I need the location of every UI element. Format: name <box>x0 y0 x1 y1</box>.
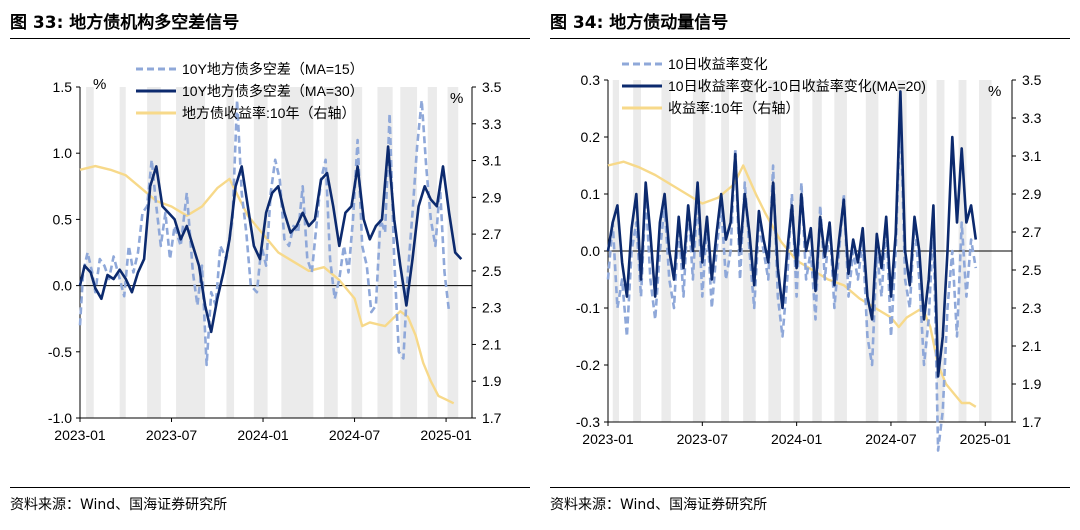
left-tick-label: 0.2 <box>581 129 601 145</box>
left-tick-label: 0.3 <box>581 72 601 88</box>
shaded-band <box>447 87 459 418</box>
legend-label-3: 收益率:10年（右轴） <box>668 100 799 116</box>
legend-label-3: 地方债收益率:10年（右轴） <box>182 105 355 121</box>
left-tick-label: 0.5 <box>53 211 73 227</box>
shaded-band <box>226 87 235 418</box>
left-unit-label: % <box>93 76 106 93</box>
right-tick-label: 1.9 <box>482 373 502 389</box>
figure-33-source: 资料来源：Wind、国海证券研究所 <box>10 497 228 513</box>
left-tick-label: 0.1 <box>581 186 601 202</box>
x-tick-label: 2024-01 <box>771 431 823 447</box>
shaded-band <box>119 87 126 418</box>
right-tick-label: 3.3 <box>482 116 502 132</box>
right-tick-label: 2.1 <box>482 336 502 352</box>
x-tick-label: 2025-01 <box>420 427 472 443</box>
figure-34-chart: 0.3 0.2 0.1 0.0 -0.1 -0.2 -0.3 3.5 3.3 3.1 2.9 2.7 2… <box>576 56 1042 452</box>
figure-34-name: 地方债动量信号 <box>609 13 729 33</box>
figure-34-title: 图 34: 地方债动量信号 <box>550 8 728 33</box>
right-tick-label: 1.9 <box>1022 376 1042 392</box>
left-tick-label: -0.5 <box>48 344 72 360</box>
series-line-2 <box>78 145 463 334</box>
right-tick-label: 1.7 <box>1022 414 1042 430</box>
right-tick-label: 2.5 <box>482 263 502 279</box>
right-tick-label: 2.3 <box>482 300 502 316</box>
shaded-band <box>400 87 418 418</box>
figure-33-name: 地方债机构多空差信号 <box>69 13 240 33</box>
figure-34-title-rule <box>550 38 1070 39</box>
right-tick-label: 2.3 <box>1022 300 1042 316</box>
right-tick-label: 3.5 <box>482 79 502 95</box>
x-tick-label: 2023-01 <box>582 431 634 447</box>
right-tick-label: 3.3 <box>1022 110 1042 126</box>
right-tick-label: 3.5 <box>1022 72 1042 88</box>
legend-label-1: 10Y地方债多空差（MA=15） <box>182 61 364 77</box>
shaded-band <box>324 87 338 418</box>
figure-33-chart: 1.5 1.0 0.5 0.0 -0.5 -1.0 3.5 3.3 3.1 2.9 2.7 2.5 2.… <box>48 61 502 443</box>
left-tick-label: 1.0 <box>53 145 73 161</box>
x-tick-label: 2023-07 <box>677 431 729 447</box>
figure-34-number: 图 34: <box>550 13 604 33</box>
right-tick-label: 2.1 <box>1022 338 1042 354</box>
right-unit-label: % <box>988 83 1001 100</box>
right-tick-label: 1.7 <box>482 410 502 426</box>
left-tick-label: 0.0 <box>53 278 73 294</box>
figure-34-source: 资料来源：Wind、国海证券研究所 <box>550 497 768 513</box>
figure-33: 图 33: 地方债机构多空差信号 1.5 1.0 0.5 0.0 -0.5 -1.0 3.5… <box>10 0 530 530</box>
right-unit-label: % <box>450 90 463 107</box>
left-tick-label: -0.1 <box>576 300 600 316</box>
right-tick-label: 2.5 <box>1022 262 1042 278</box>
shaded-band <box>281 87 314 418</box>
right-tick-label: 2.9 <box>482 189 502 205</box>
x-tick-label: 2024-01 <box>237 427 289 443</box>
figure-33-source-rule <box>10 487 530 488</box>
left-tick-label: -0.3 <box>576 414 600 430</box>
right-tick-label: 2.7 <box>1022 224 1042 240</box>
left-tick-label: 0.0 <box>581 243 601 259</box>
figure-33-title: 图 33: 地方债机构多空差信号 <box>10 8 239 33</box>
x-tick-label: 2023-07 <box>146 427 198 443</box>
shaded-band <box>86 87 94 418</box>
figure-33-number: 图 33: <box>10 13 64 33</box>
shaded-band <box>427 87 437 418</box>
x-tick-label: 2023-01 <box>54 427 106 443</box>
legend-label-2: 10日收益率变化-10日收益率变化(MA=20) <box>668 78 926 94</box>
shaded-band <box>377 87 393 418</box>
left-tick-label: -1.0 <box>48 410 72 426</box>
x-tick-label: 2025-01 <box>960 431 1012 447</box>
figure-33-title-rule <box>10 38 530 39</box>
shaded-band <box>351 87 363 418</box>
x-tick-label: 2024-07 <box>865 431 917 447</box>
x-tick-label: 2024-07 <box>329 427 381 443</box>
shaded-band <box>147 87 161 418</box>
right-tick-label: 2.7 <box>482 226 502 242</box>
legend-label-1: 10日收益率变化 <box>668 56 768 72</box>
figure-34-source-rule <box>550 487 1070 488</box>
right-tick-label: 2.9 <box>1022 186 1042 202</box>
series-line-2 <box>606 90 978 378</box>
left-tick-label: 1.5 <box>53 79 73 95</box>
left-tick-label: -0.2 <box>576 357 600 373</box>
figure-34: 图 34: 地方债动量信号 0.3 0.2 0.1 0.0 -0.1 -0.2 -0.3 3.… <box>550 0 1070 530</box>
legend-label-2: 10Y地方债多空差（MA=30） <box>182 83 364 99</box>
right-tick-label: 3.1 <box>482 153 502 169</box>
right-tick-label: 3.1 <box>1022 148 1042 164</box>
